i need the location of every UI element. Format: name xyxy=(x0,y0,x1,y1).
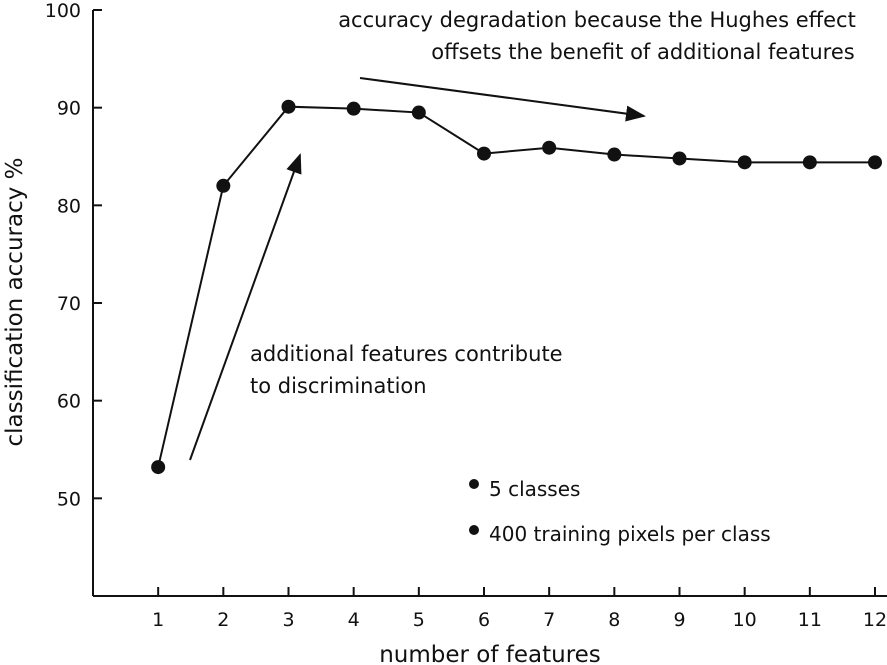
annotation-discrimination-line2: to discrimination xyxy=(250,374,427,398)
data-point xyxy=(868,155,882,170)
x-tick-label: 2 xyxy=(217,609,229,631)
y-tick-label: 80 xyxy=(57,195,81,217)
x-tick-label: 12 xyxy=(863,609,887,631)
annotation-hughes-arrow xyxy=(359,77,646,122)
y-axis-title: classification accuracy % xyxy=(2,157,28,446)
data-point xyxy=(542,140,557,155)
y-tick-label: 90 xyxy=(57,98,81,120)
series-line xyxy=(157,105,875,468)
x-tick-label: 6 xyxy=(478,609,490,631)
data-point xyxy=(216,178,231,193)
data-point xyxy=(737,155,752,170)
x-tick-label: 7 xyxy=(543,609,555,631)
annotation-hughes-line1: accuracy degradation because the Hughes … xyxy=(338,8,856,32)
legend-note-classes: 5 classes xyxy=(489,477,580,501)
data-point xyxy=(281,99,296,114)
data-point xyxy=(477,146,491,161)
annotation-hughes-line2: offsets the benefit of additional featur… xyxy=(431,40,854,64)
y-tick-label: 100 xyxy=(45,0,81,22)
y-tick-label: 60 xyxy=(57,391,81,413)
x-tick-label: 9 xyxy=(673,609,685,631)
data-point xyxy=(607,147,622,162)
x-tick-label: 5 xyxy=(413,609,425,631)
x-tick-label: 3 xyxy=(282,609,294,631)
data-point xyxy=(802,155,817,170)
x-axis-title: number of features xyxy=(379,642,601,665)
x-tick-label: 10 xyxy=(733,609,757,631)
legend-bullet-training xyxy=(469,525,479,535)
legend-note-training: 400 training pixels per class xyxy=(489,522,771,546)
x-tick-label: 11 xyxy=(798,609,822,631)
data-point xyxy=(346,101,361,116)
data-point xyxy=(151,460,166,475)
x-tick-label: 1 xyxy=(152,609,164,631)
annotation-discrimination-arrow xyxy=(189,153,302,461)
data-point xyxy=(411,105,426,120)
x-tick-label: 4 xyxy=(348,609,360,631)
legend-bullet-classes xyxy=(469,479,479,489)
y-tick-label: 70 xyxy=(57,293,81,315)
y-tick-label: 50 xyxy=(57,488,81,510)
x-tick-label: 8 xyxy=(608,609,620,631)
annotation-discrimination-line1: additional features contribute xyxy=(250,342,563,366)
data-point xyxy=(672,151,687,166)
